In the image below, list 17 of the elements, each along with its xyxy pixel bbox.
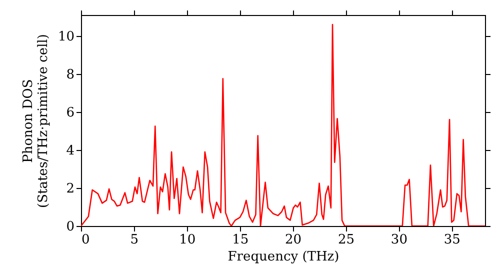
y-axis-title: Phonon DOS (States/THz·primitive cell) <box>20 34 51 208</box>
y-tick-label: 2 <box>66 181 74 196</box>
x-tick-label: 30 <box>390 232 408 248</box>
x-tick-label: 20 <box>285 232 302 248</box>
x-tick-label: 25 <box>338 232 355 248</box>
x-tick-label: 5 <box>130 232 139 248</box>
x-tick-label: 35 <box>444 232 460 248</box>
x-tick-label: 0 <box>82 232 90 248</box>
y-tick-label: 8 <box>66 67 74 82</box>
x-tick-label: 15 <box>232 232 249 248</box>
y-tick-label: 10 <box>58 29 74 44</box>
y-tick-label: 0 <box>66 220 74 234</box>
y-tick-label: 6 <box>66 105 74 120</box>
y-tick-label: 4 <box>66 143 74 158</box>
x-tick-label: 10 <box>179 232 196 248</box>
x-axis-title: Frequency (THz) <box>228 250 340 264</box>
line-series <box>81 24 485 226</box>
